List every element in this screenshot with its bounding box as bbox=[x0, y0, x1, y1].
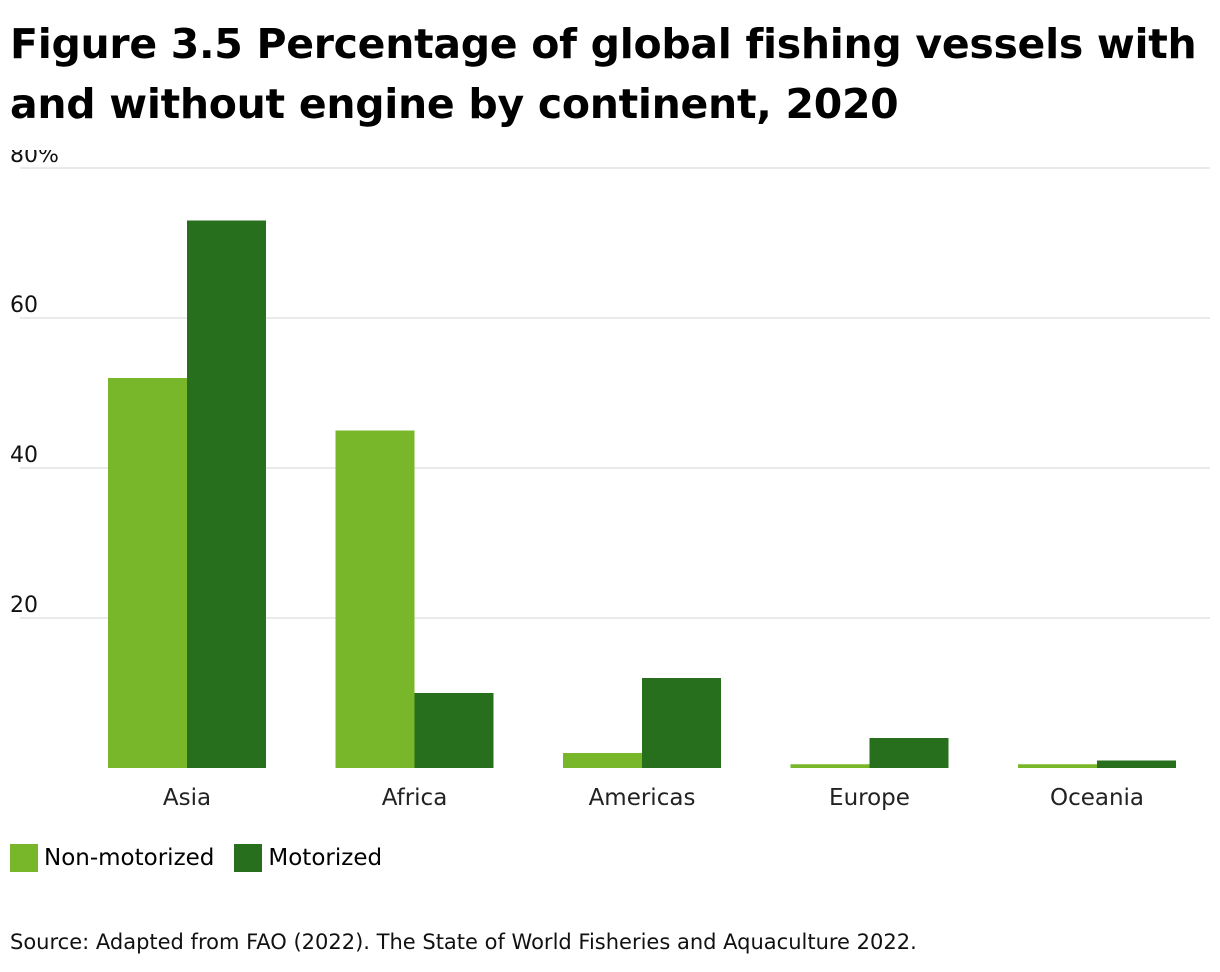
x-axis-categories: Asia Africa Americas Europe Oceania bbox=[163, 785, 1144, 811]
bar-chart: 20 40 60 80% Asia Africa Americas Europe Oceani… bbox=[10, 150, 1210, 811]
x-tick-label: Oceania bbox=[1050, 785, 1144, 811]
y-tick-label: 60 bbox=[10, 293, 38, 318]
y-tick-label: 80% bbox=[10, 150, 59, 168]
x-tick-label: Africa bbox=[382, 785, 448, 811]
legend-swatch-non-motorized bbox=[10, 844, 38, 872]
bar-motorized-americas bbox=[642, 678, 721, 768]
bars bbox=[108, 220, 1176, 768]
x-tick-label: Asia bbox=[163, 785, 211, 811]
y-tick-label: 40 bbox=[10, 443, 38, 468]
bar-motorized-asia bbox=[187, 220, 266, 768]
bar-motorized-oceania bbox=[1097, 760, 1176, 768]
legend: Non-motorized Motorized bbox=[10, 844, 402, 872]
x-tick-label: Americas bbox=[589, 785, 696, 811]
legend-item-motorized: Motorized bbox=[234, 844, 382, 872]
bar-non-motorized-africa bbox=[335, 430, 415, 768]
source-note: Source: Adapted from FAO (2022). The Sta… bbox=[10, 930, 917, 954]
legend-swatch-motorized bbox=[234, 844, 263, 872]
legend-label-non-motorized: Non-motorized bbox=[44, 845, 215, 871]
y-tick-label: 20 bbox=[10, 593, 38, 618]
bar-non-motorized-oceania bbox=[1018, 764, 1097, 768]
bar-non-motorized-americas bbox=[563, 753, 642, 768]
bar-motorized-africa bbox=[414, 693, 494, 768]
legend-item-non-motorized: Non-motorized bbox=[10, 844, 214, 872]
chart-title: Figure 3.5 Percentage of global fishing … bbox=[10, 20, 1197, 128]
legend-label-motorized: Motorized bbox=[268, 845, 383, 871]
x-tick-label: Europe bbox=[829, 785, 910, 811]
bar-motorized-europe bbox=[869, 738, 949, 768]
y-axis-ticks: 20 40 60 80% bbox=[10, 150, 59, 618]
bar-non-motorized-asia bbox=[108, 378, 187, 768]
bar-non-motorized-europe bbox=[790, 764, 870, 768]
